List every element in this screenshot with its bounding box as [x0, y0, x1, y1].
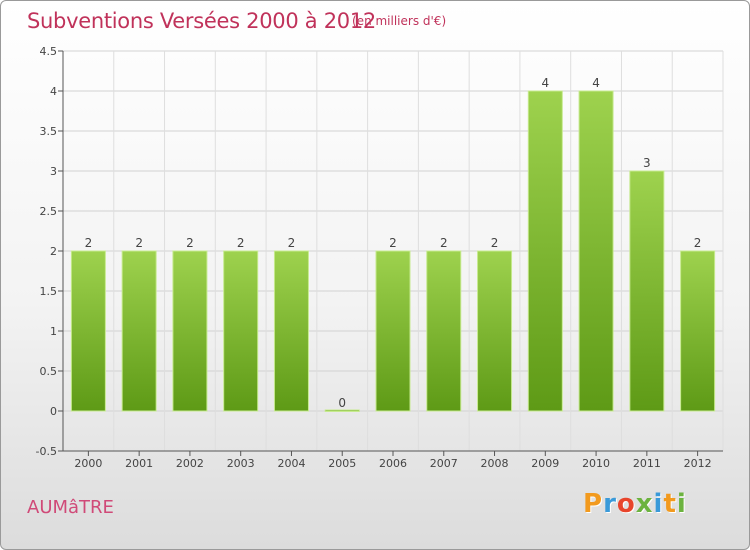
y-tick-label: 3.5	[40, 125, 58, 138]
brand-letter: i	[676, 489, 687, 519]
chart-title: Subventions Versées 2000 à 2012	[27, 9, 376, 33]
bar	[172, 250, 208, 412]
y-tick-label: 0	[50, 405, 57, 418]
label-layer: 2 2 2 2 2 0 2 2 2 4 4 3 2	[85, 76, 702, 410]
x-tick-label: 2007	[430, 457, 458, 470]
x-tick-label: 2009	[531, 457, 559, 470]
data-label: 2	[440, 236, 448, 250]
brand-logo: Proxiti	[583, 489, 687, 519]
data-label: 2	[85, 236, 93, 250]
x-tick-label: 2006	[379, 457, 407, 470]
bar-layer	[70, 90, 716, 412]
x-tick-label: 2002	[176, 457, 204, 470]
y-tick-label: -0.5	[36, 445, 57, 458]
data-label: 4	[541, 76, 549, 90]
bar	[121, 250, 157, 412]
bar	[273, 250, 309, 412]
brand-letter: x	[635, 489, 654, 519]
bar	[629, 170, 665, 412]
brand-letter: o	[616, 489, 636, 519]
x-tick-label: 2008	[481, 457, 509, 470]
bar	[477, 250, 513, 412]
data-label: 2	[288, 236, 296, 250]
location-label: AUMâTRE	[27, 497, 114, 518]
data-label: 2	[694, 236, 702, 250]
data-label: 4	[592, 76, 600, 90]
brand-letter: t	[663, 489, 677, 519]
y-tick-label: 4	[50, 85, 57, 98]
x-tick-label: 2012	[684, 457, 712, 470]
data-label: 2	[389, 236, 397, 250]
data-label: 2	[491, 236, 499, 250]
x-tick-label: 2011	[633, 457, 661, 470]
bar	[680, 250, 716, 412]
bar	[324, 409, 360, 412]
brand-letter: P	[583, 489, 604, 519]
brand-letter: i	[653, 489, 664, 519]
y-tick-label: 1	[50, 325, 57, 338]
data-label: 2	[135, 236, 143, 250]
x-tick-label: 2005	[328, 457, 356, 470]
y-tick-label: 2	[50, 245, 57, 258]
bar	[70, 250, 106, 412]
y-tick-label: 1.5	[40, 285, 58, 298]
bar	[527, 90, 563, 412]
data-label: 2	[186, 236, 194, 250]
bar	[426, 250, 462, 412]
bar	[375, 250, 411, 412]
x-tick-label: 2003	[227, 457, 255, 470]
y-tick-label: 0.5	[40, 365, 58, 378]
x-tick-label: 2001	[125, 457, 153, 470]
data-label: 2	[237, 236, 245, 250]
data-label: 3	[643, 156, 651, 170]
y-tick-label: 2.5	[40, 205, 58, 218]
axis-layer: -0.5 0 0.5 1 1.5 2 2.5 3 3.5 4 4.5 2000 2001 2002 2003…	[36, 45, 723, 470]
chart-subtitle: (en milliers d'€)	[352, 14, 447, 28]
x-tick-label: 2000	[74, 457, 102, 470]
brand-letter: r	[603, 489, 617, 519]
x-tick-label: 2004	[277, 457, 305, 470]
y-tick-label: 3	[50, 165, 57, 178]
y-tick-label: 4.5	[40, 45, 58, 58]
data-label: 0	[338, 396, 346, 410]
x-tick-label: 2010	[582, 457, 610, 470]
bar	[578, 90, 614, 412]
bar	[223, 250, 259, 412]
